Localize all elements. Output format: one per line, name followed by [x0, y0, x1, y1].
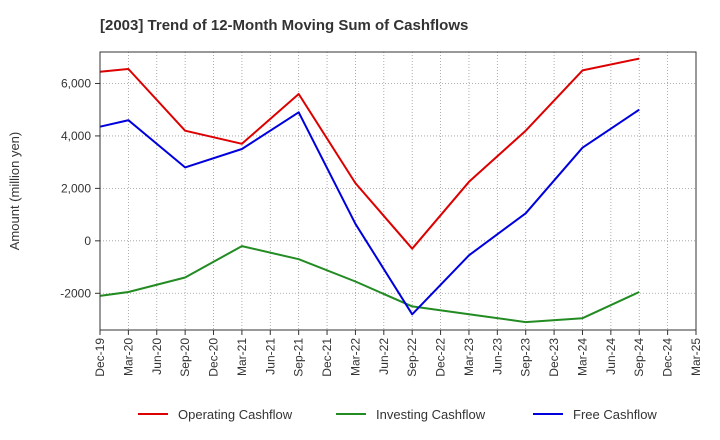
x-tick-label: Jun-20	[150, 338, 164, 375]
x-tick-label: Dec-24	[661, 338, 675, 377]
x-tick-label: Jun-22	[377, 338, 391, 375]
x-tick-label: Mar-20	[121, 338, 135, 376]
x-tick-label: Mar-23	[462, 338, 476, 376]
x-tick-label: Mar-22	[348, 338, 362, 376]
series-lines	[99, 57, 640, 324]
y-tick-label: -2000	[60, 286, 91, 300]
x-tick-label: Dec-22	[434, 338, 448, 377]
legend-label-2: Free Cashflow	[573, 407, 657, 422]
y-axis-ticks: -2000 0 2,000 4,000 6,000	[60, 76, 100, 300]
y-tick-label: 6,000	[61, 76, 91, 90]
x-tick-label: Dec-19	[93, 338, 107, 377]
x-tick-label: Jun-21	[263, 338, 277, 375]
x-tick-label: Mar-24	[575, 338, 589, 376]
series-line-0	[99, 57, 640, 250]
x-tick-label: Mar-21	[235, 338, 249, 376]
x-tick-label: Sep-23	[519, 338, 533, 377]
x-tick-label: Sep-24	[632, 338, 646, 377]
y-tick-label: 0	[84, 234, 91, 248]
series-line-2	[99, 108, 640, 316]
x-tick-label: Dec-20	[207, 338, 221, 377]
plot-background	[100, 52, 696, 330]
x-tick-label: Jun-24	[604, 338, 618, 375]
legend-label-1: Investing Cashflow	[376, 407, 486, 422]
chart-title: [2003] Trend of 12-Month Moving Sum of C…	[100, 17, 468, 34]
x-axis-ticks: Dec-19 Mar-20 Jun-20 Sep-20 Dec-20 Mar-21 Jun-…	[93, 330, 703, 377]
x-tick-label: Sep-21	[292, 338, 306, 377]
x-tick-label: Dec-23	[547, 338, 561, 377]
y-tick-label: 2,000	[61, 181, 91, 195]
legend: Operating Cashflow Investing Cashflow Free…	[138, 407, 657, 422]
x-tick-label: Mar-25	[689, 338, 703, 376]
x-tick-label: Sep-20	[178, 338, 192, 377]
x-tick-label: Sep-22	[405, 338, 419, 377]
plot-frame	[99, 51, 697, 331]
y-tick-label: 4,000	[61, 129, 91, 143]
x-tick-label: Dec-21	[320, 338, 334, 377]
x-tick-label: Jun-23	[490, 338, 504, 375]
series-line-1	[99, 245, 640, 324]
legend-label-0: Operating Cashflow	[178, 407, 293, 422]
grid-lines	[99, 52, 697, 330]
y-axis-label: Amount (million yen)	[7, 132, 22, 251]
